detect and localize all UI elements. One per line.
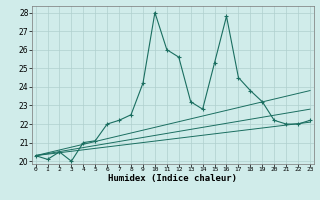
X-axis label: Humidex (Indice chaleur): Humidex (Indice chaleur) xyxy=(108,174,237,183)
